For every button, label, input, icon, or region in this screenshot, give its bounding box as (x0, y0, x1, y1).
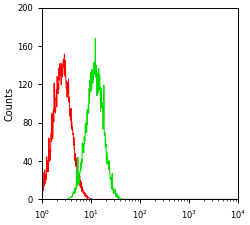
Y-axis label: Counts: Counts (4, 86, 14, 121)
